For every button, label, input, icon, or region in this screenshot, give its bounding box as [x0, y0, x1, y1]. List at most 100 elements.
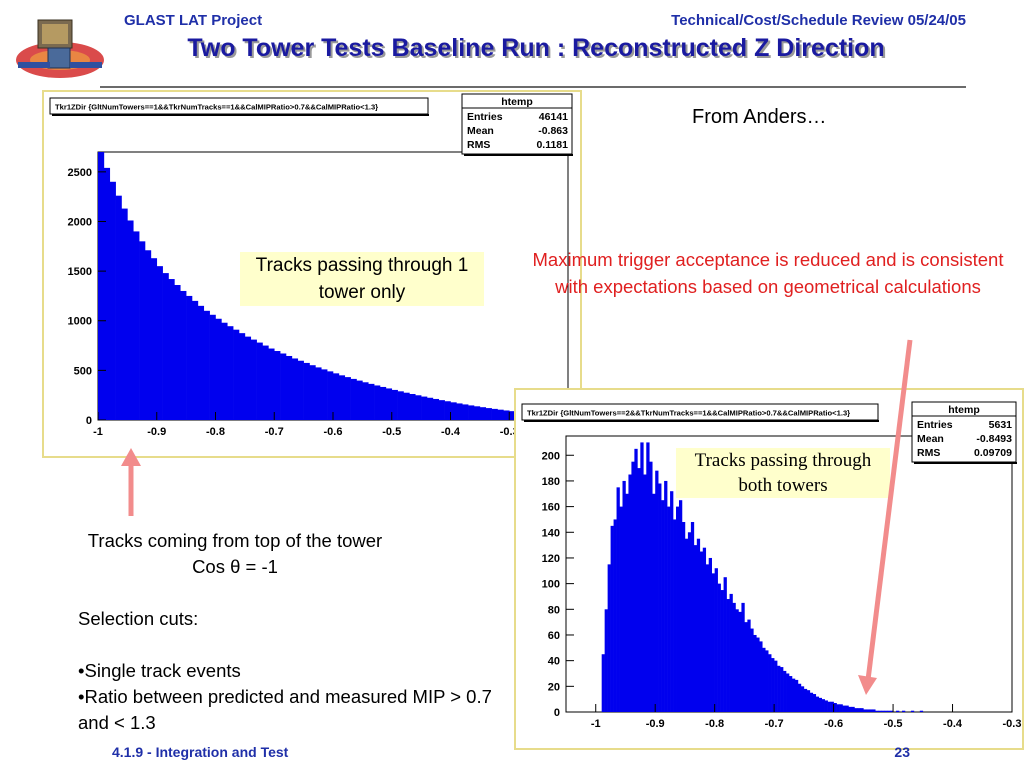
- histogram-bar: [783, 670, 787, 712]
- histogram-bar: [121, 208, 128, 420]
- histogram-bars: [601, 442, 924, 712]
- histogram-bar: [103, 167, 111, 420]
- histogram-bar: [362, 382, 369, 420]
- histogram-bar: [794, 679, 799, 712]
- stats-value: 0.09709: [974, 447, 1012, 459]
- histogram-bar: [649, 461, 653, 712]
- histogram-bar: [738, 611, 742, 712]
- histogram-bar: [309, 365, 316, 420]
- histogram-bar: [333, 373, 340, 420]
- histogram-bar: [797, 683, 802, 712]
- y-tick-label: 2000: [68, 216, 92, 228]
- histogram-bar: [771, 658, 775, 712]
- histogram-bar: [693, 545, 698, 712]
- histogram-bar: [664, 480, 668, 712]
- histogram-bar: [444, 401, 451, 420]
- selection-heading: Selection cuts:: [78, 608, 199, 629]
- page-number: 23: [894, 744, 910, 760]
- histogram-bar: [145, 250, 152, 420]
- histogram-bar: [456, 403, 463, 420]
- histogram-bar: [806, 690, 811, 712]
- histogram-bar: [227, 326, 234, 420]
- histogram-bar: [753, 634, 757, 712]
- histogram-bar: [244, 336, 252, 420]
- y-tick-label: 80: [548, 604, 560, 616]
- histogram-bar: [291, 358, 299, 420]
- histogram-bar: [233, 329, 240, 420]
- x-tick-label: -0.4: [441, 426, 461, 438]
- histogram-bar: [509, 411, 516, 420]
- histogram-bar: [774, 660, 778, 712]
- histogram-bar: [491, 408, 498, 420]
- histogram-bar: [250, 339, 257, 420]
- histogram-bar: [380, 386, 387, 420]
- histogram-bar: [652, 493, 656, 712]
- y-tick-label: 180: [542, 476, 560, 488]
- histogram-bar: [830, 701, 834, 712]
- histogram-bar: [910, 710, 915, 712]
- histogram-bar: [622, 480, 626, 712]
- histogram-bar: [851, 706, 855, 712]
- one-tower-note: Tracks passing through 1 tower only: [240, 252, 484, 306]
- histogram-bar: [619, 506, 623, 712]
- x-tick-label: -0.6: [324, 426, 343, 438]
- histogram-bar: [759, 641, 763, 712]
- y-tick-label: 60: [548, 630, 560, 642]
- histogram-bar: [109, 181, 116, 420]
- histogram-bar: [699, 551, 704, 712]
- selection-bullet: •Single track events: [78, 660, 241, 681]
- histogram-bar: [625, 493, 629, 712]
- histogram-bar: [747, 619, 751, 712]
- both-towers-note: Tracks passing through both towers: [676, 448, 890, 498]
- y-tick-label: 120: [542, 553, 560, 565]
- histogram-bar: [503, 410, 510, 420]
- histogram-bar: [714, 568, 718, 712]
- histogram-bar: [809, 692, 814, 712]
- histogram-bar: [374, 385, 381, 420]
- histogram-bar: [872, 709, 876, 712]
- histogram-bar: [684, 538, 689, 712]
- y-tick-label: 2500: [68, 167, 92, 179]
- stats-label: Mean: [917, 433, 944, 445]
- histogram-bar: [667, 506, 671, 712]
- y-tick-label: 200: [542, 450, 560, 462]
- stats-label: RMS: [467, 139, 490, 151]
- histogram-bar: [474, 406, 481, 420]
- histogram-bar: [780, 667, 784, 712]
- histogram-bar: [356, 380, 363, 420]
- histogram-bar: [368, 383, 375, 420]
- histogram-bar: [884, 710, 888, 712]
- stats-value: -0.863: [538, 125, 568, 137]
- y-tick-label: 20: [548, 681, 560, 693]
- histogram-bar: [139, 241, 146, 420]
- histogram-bar: [640, 442, 644, 712]
- histogram-bar: [327, 371, 334, 420]
- stats-label: Mean: [467, 125, 494, 137]
- histogram-bar: [262, 345, 269, 420]
- histogram-bar: [616, 487, 620, 712]
- histogram-bar: [854, 708, 858, 712]
- histogram-bar: [768, 654, 772, 712]
- histogram-bar: [631, 461, 635, 712]
- x-tick-label: -0.5: [884, 718, 903, 730]
- histogram-bar: [857, 708, 861, 712]
- histogram-bar: [203, 310, 210, 420]
- histogram-bar: [732, 602, 736, 712]
- histogram-bar: [878, 710, 882, 712]
- histogram-bar: [890, 710, 894, 712]
- histogram-bar: [812, 694, 817, 712]
- histogram-bar: [803, 688, 808, 712]
- histogram-bar: [800, 686, 805, 712]
- histogram-bar: [789, 676, 793, 712]
- histogram-bar: [427, 397, 434, 420]
- histogram-bar: [634, 448, 638, 712]
- histogram-bar: [391, 389, 398, 420]
- x-tick-label: -0.7: [765, 718, 784, 730]
- stats-name: htemp: [501, 96, 533, 108]
- stats-name: htemp: [948, 404, 980, 416]
- histogram-bar: [209, 314, 216, 420]
- histogram-bar: [729, 593, 733, 712]
- x-tick-label: -0.6: [824, 718, 843, 730]
- histogram-bar: [315, 367, 322, 420]
- stats-label: RMS: [917, 447, 940, 459]
